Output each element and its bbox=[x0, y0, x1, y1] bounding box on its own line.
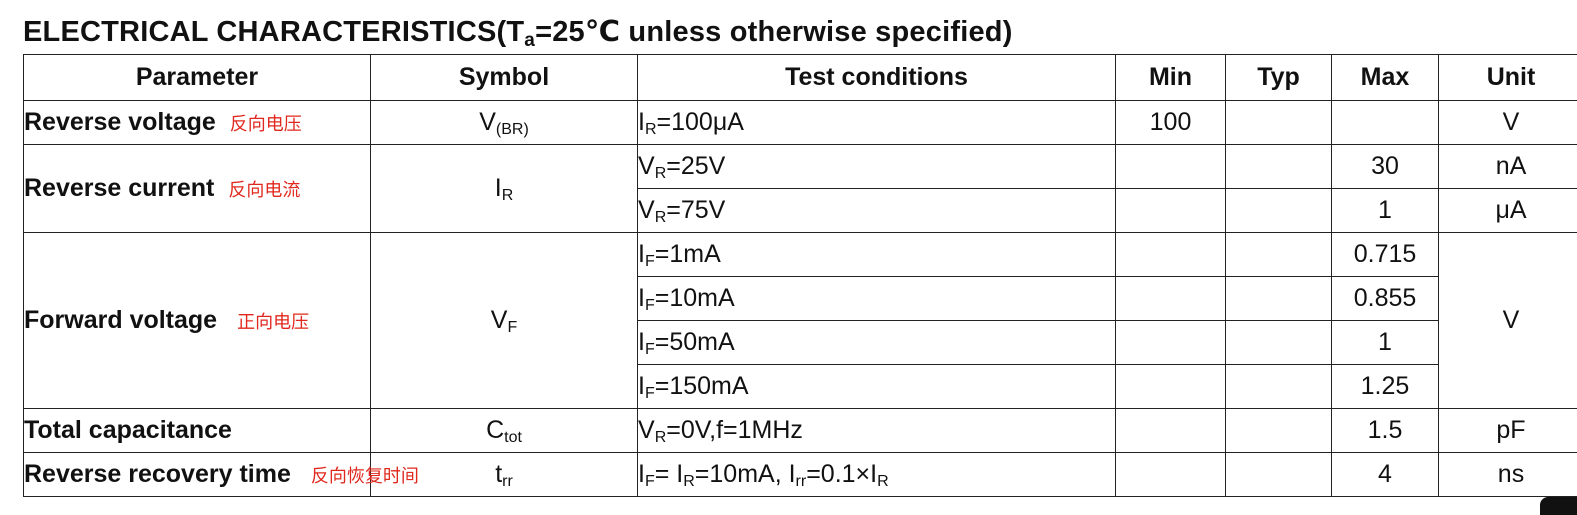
header-symbol: Symbol bbox=[370, 54, 638, 101]
param-total-capacitance: Total capacitance bbox=[23, 408, 371, 453]
header-max: Max bbox=[1331, 54, 1439, 101]
table-row: Total capacitance Ctot VR=0V,f=1MHz 1.5 … bbox=[23, 408, 1577, 453]
header-row: Parameter Symbol Test conditions Min Typ… bbox=[23, 54, 1577, 101]
unit-cell: ns bbox=[1438, 452, 1577, 497]
typ-cell bbox=[1225, 364, 1332, 409]
table-row: Forward voltage 正向电压 VF IF=1mA 0.715 V bbox=[23, 232, 1577, 409]
min-cell bbox=[1115, 188, 1226, 233]
typ-cell bbox=[1225, 232, 1332, 277]
max-cell bbox=[1331, 100, 1439, 145]
table-row: VR=75V 1 μA bbox=[24, 188, 1577, 233]
max-cell: 0.715 bbox=[1331, 232, 1439, 277]
max-cell: 1.25 bbox=[1331, 364, 1439, 409]
header-typ: Typ bbox=[1225, 54, 1332, 101]
param-cn-note: 正向电压 bbox=[237, 312, 310, 332]
min-cell bbox=[1115, 320, 1226, 365]
typ-cell bbox=[1225, 188, 1332, 233]
condition-cell: VR=0V,f=1MHz bbox=[637, 408, 1116, 453]
min-cell bbox=[1115, 452, 1226, 497]
unit-cell: μA bbox=[1438, 188, 1577, 233]
param-cn-note: 反向恢复时间 bbox=[310, 466, 419, 486]
unit-cell: pF bbox=[1438, 408, 1577, 453]
param-forward-voltage: Forward voltage 正向电压 bbox=[23, 232, 371, 409]
header-unit: Unit bbox=[1438, 54, 1577, 101]
table-row: Reverse current 反向电流 IR VR=25V 30 nA bbox=[23, 144, 1577, 233]
unit-cell: nA bbox=[1438, 144, 1577, 189]
condition-cell: IF=150mA bbox=[637, 364, 1116, 409]
unit-cell: V bbox=[1438, 100, 1577, 145]
max-cell: 1 bbox=[1331, 188, 1439, 233]
header-test-conditions: Test conditions bbox=[637, 54, 1116, 101]
typ-cell bbox=[1225, 144, 1332, 189]
min-cell bbox=[1115, 364, 1226, 409]
table-row: IF=150mA 1.25 bbox=[24, 364, 1577, 409]
table-row: Reverse voltage 反向电压 V(BR) IR=100μA 100 V bbox=[23, 100, 1577, 145]
condition-cell: IR=100μA bbox=[637, 100, 1116, 145]
electrical-characteristics-table: Parameter Symbol Test conditions Min Typ… bbox=[23, 54, 1577, 497]
condition-cell: VR=75V bbox=[637, 188, 1116, 233]
max-cell: 4 bbox=[1331, 452, 1439, 497]
condition-cell: IF=10mA bbox=[637, 276, 1116, 321]
typ-cell bbox=[1225, 276, 1332, 321]
condition-cell: IF= IR=10mA, Irr=0.1×IR bbox=[637, 452, 1116, 497]
min-cell bbox=[1115, 276, 1226, 321]
param-cn-note: 反向电压 bbox=[229, 114, 302, 134]
min-cell bbox=[1115, 408, 1226, 453]
table-row: Reverse recovery time 反向恢复时间 trr IF= IR=1… bbox=[23, 452, 1577, 497]
max-cell: 30 bbox=[1331, 144, 1439, 189]
condition-cell: VR=25V bbox=[637, 144, 1116, 189]
condition-cell: IF=50mA bbox=[637, 320, 1116, 365]
min-cell bbox=[1115, 232, 1226, 277]
param-cn-note: 反向电流 bbox=[228, 180, 301, 200]
table-row: IF=10mA 0.855 bbox=[24, 276, 1577, 321]
min-cell bbox=[1115, 144, 1226, 189]
max-cell: 0.855 bbox=[1331, 276, 1439, 321]
symbol-cell: trr bbox=[370, 452, 638, 497]
corner-overlay-shape bbox=[1540, 497, 1577, 515]
param-reverse-recovery-time: Reverse recovery time 反向恢复时间 bbox=[23, 452, 419, 497]
table-row: IF=50mA 1 bbox=[24, 320, 1577, 365]
max-cell: 1 bbox=[1331, 320, 1439, 365]
min-cell: 100 bbox=[1115, 100, 1226, 145]
param-reverse-current: Reverse current 反向电流 bbox=[23, 144, 371, 233]
typ-cell bbox=[1225, 100, 1332, 145]
max-cell: 1.5 bbox=[1331, 408, 1439, 453]
header-parameter: Parameter bbox=[23, 54, 371, 101]
condition-cell: IF=1mA bbox=[637, 232, 1116, 277]
typ-cell bbox=[1225, 452, 1332, 497]
symbol-cell: VF bbox=[370, 232, 638, 409]
typ-cell bbox=[1225, 408, 1332, 453]
typ-cell bbox=[1225, 320, 1332, 365]
symbol-cell: Ctot bbox=[370, 408, 638, 453]
section-title: ELECTRICAL CHARACTERISTICS(Ta=25℃ unless… bbox=[23, 16, 1013, 51]
header-min: Min bbox=[1115, 54, 1226, 101]
param-reverse-voltage: Reverse voltage 反向电压 bbox=[23, 100, 371, 145]
symbol-cell: IR bbox=[370, 144, 638, 233]
symbol-cell: V(BR) bbox=[370, 100, 638, 145]
unit-cell: V bbox=[1438, 232, 1577, 409]
